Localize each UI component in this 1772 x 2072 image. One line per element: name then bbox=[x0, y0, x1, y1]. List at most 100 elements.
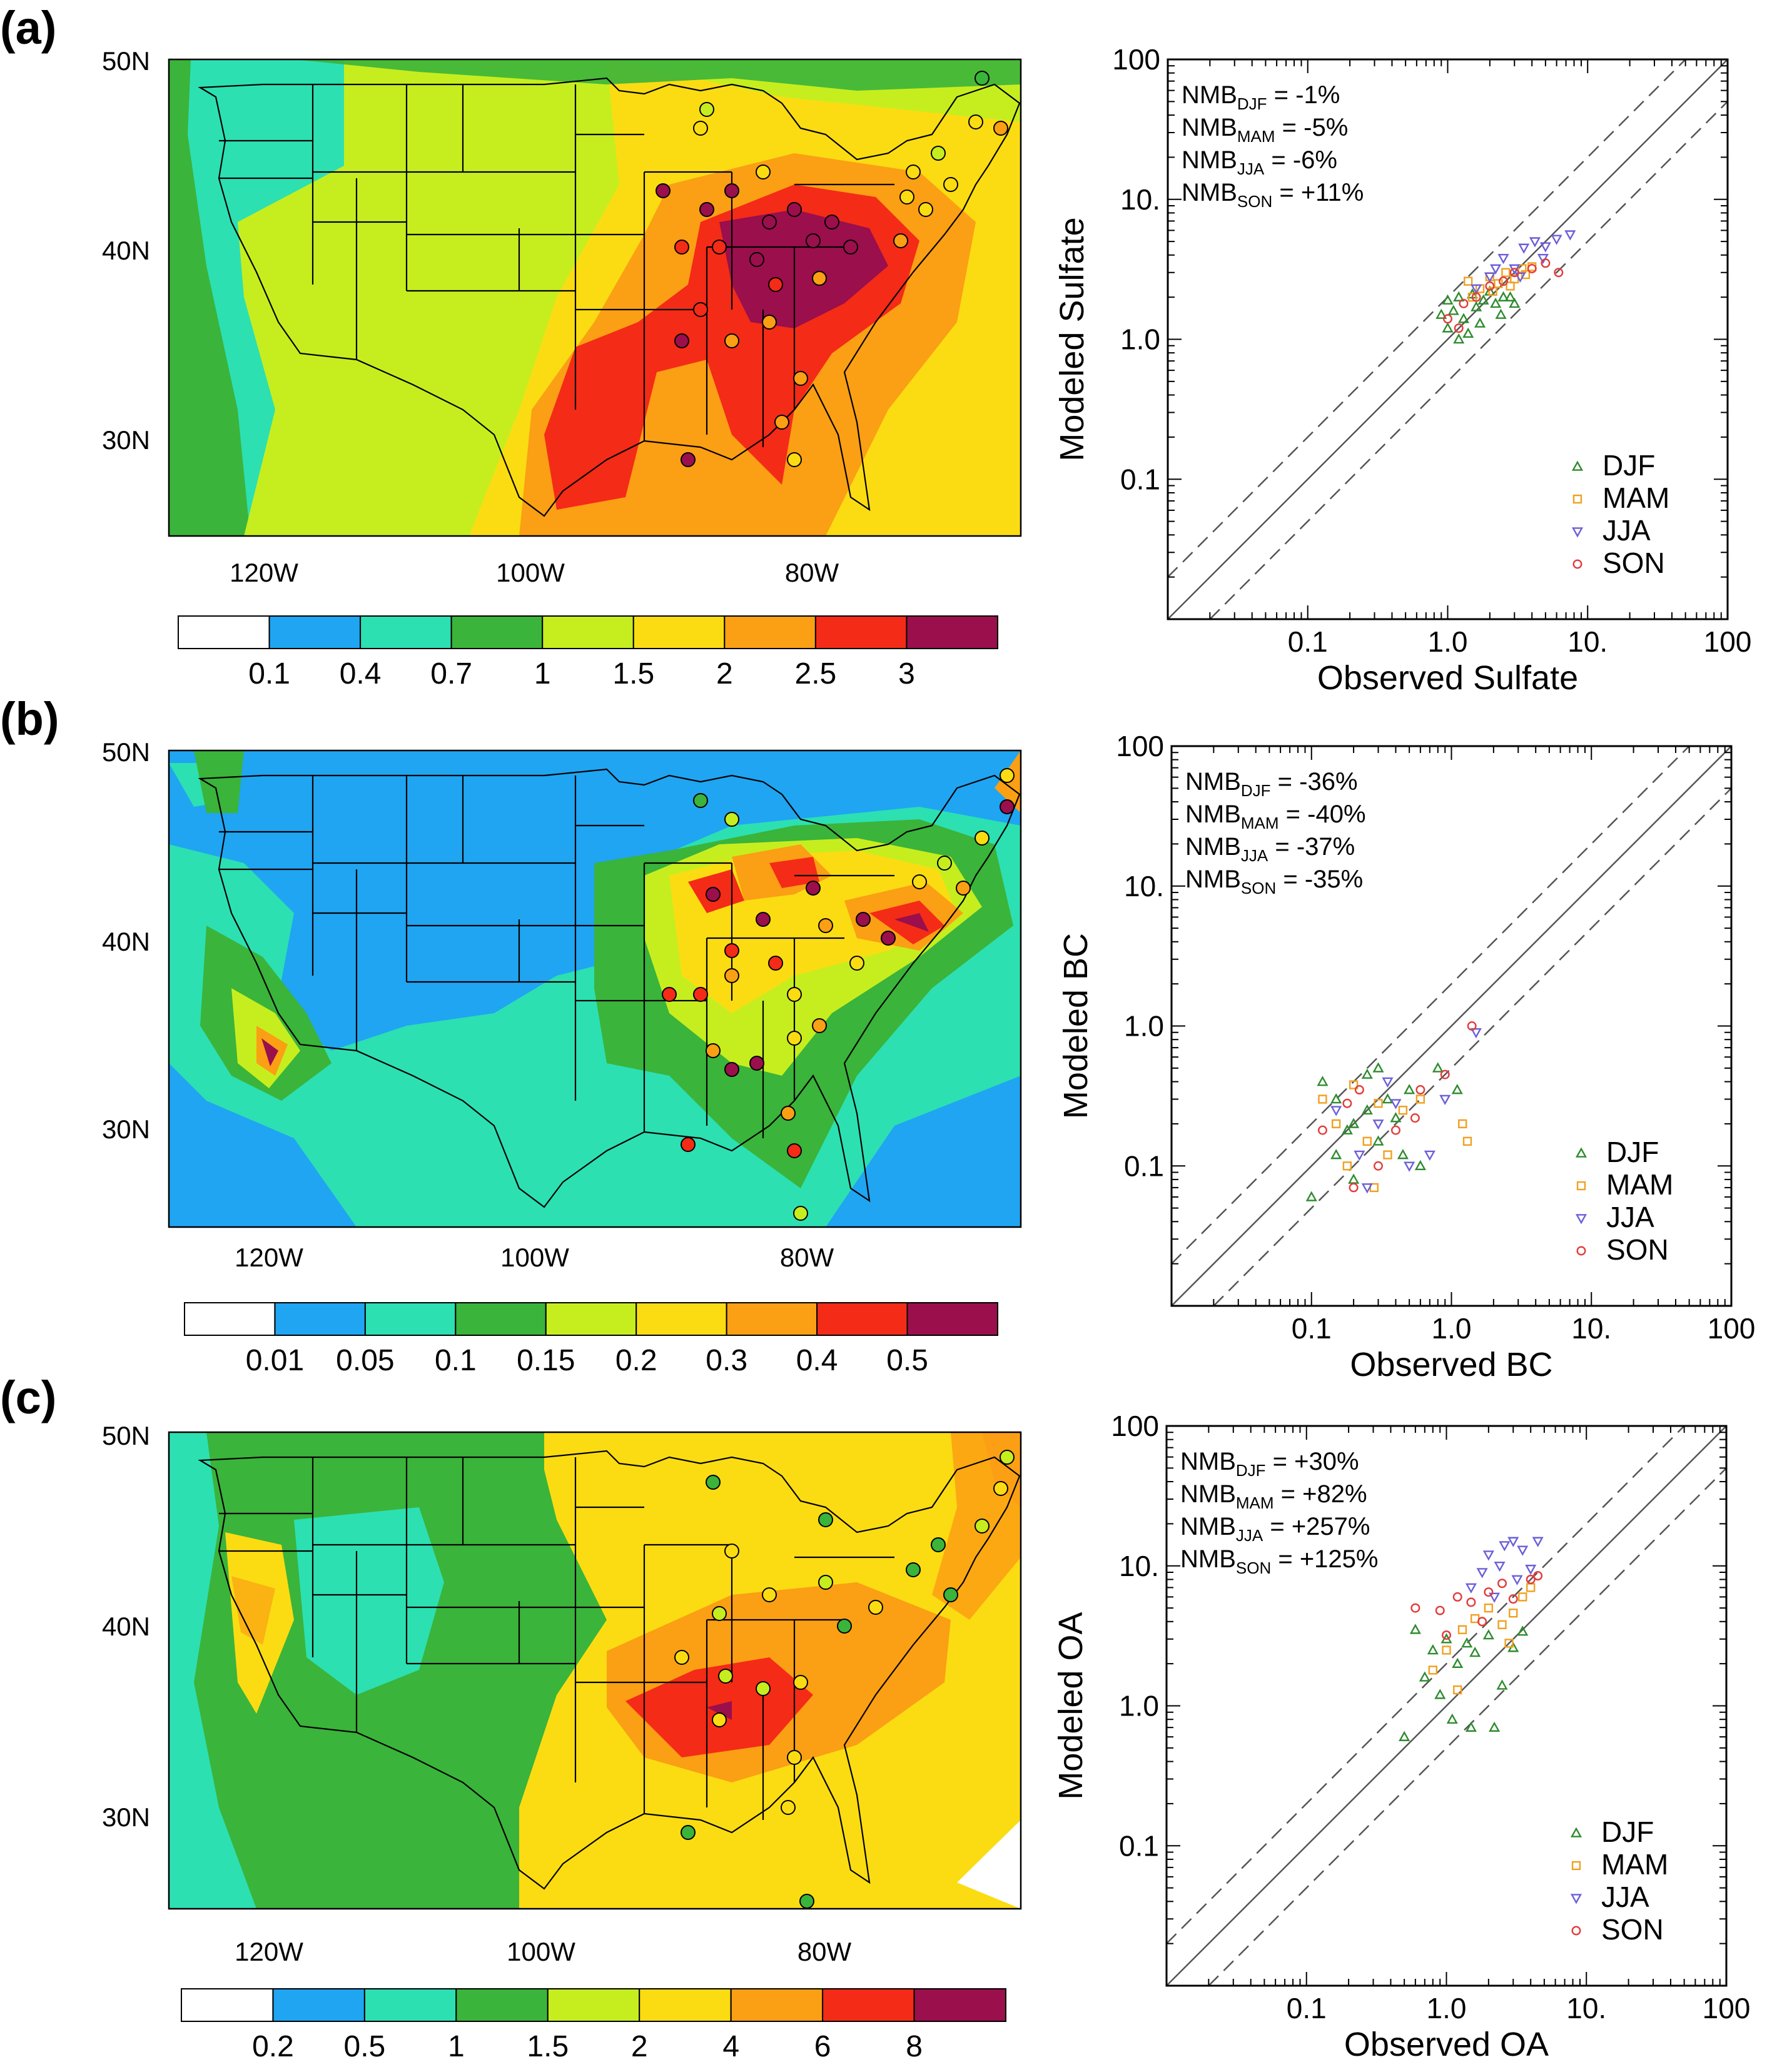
scatter-point bbox=[1554, 268, 1564, 278]
nmb-annotation: NMBSON = +11% bbox=[1182, 179, 1364, 211]
scatter-point bbox=[1499, 276, 1509, 286]
colorbar-swatch bbox=[726, 1302, 818, 1336]
legend-marker bbox=[1576, 1246, 1586, 1256]
scatter-point bbox=[1497, 1620, 1507, 1629]
colorbar-swatch bbox=[360, 615, 452, 649]
x-tick-label: 0.1 bbox=[1292, 1312, 1332, 1345]
scatter-sulfate: 0.1 0.1 1.0 1.0 10. 10. 100 100 Observed Sulfate… bbox=[1053, 43, 1751, 697]
scatter-point bbox=[1372, 1135, 1384, 1146]
scatter-point bbox=[1464, 276, 1473, 286]
colorbar-tick-label: 1.5 bbox=[612, 657, 654, 690]
legend-marker bbox=[1575, 1147, 1587, 1158]
scatter-point bbox=[1484, 272, 1496, 283]
scatter-point bbox=[1361, 1068, 1373, 1079]
colorbar-tick-label: 2.5 bbox=[795, 657, 837, 690]
scatter-point bbox=[1551, 235, 1562, 245]
lat-label: 50N bbox=[102, 46, 150, 76]
scatter-point bbox=[1518, 1592, 1527, 1602]
lon-label: 80W bbox=[785, 558, 839, 587]
colorbar-swatch bbox=[268, 615, 362, 649]
y-tick-label: 0.1 bbox=[1119, 1829, 1159, 1862]
scatter-point bbox=[1506, 281, 1515, 291]
y-tick-label: 100 bbox=[1112, 43, 1160, 76]
colorbar-tick-label: 0.7 bbox=[430, 657, 472, 690]
map-a-sites bbox=[656, 71, 1008, 467]
nmb-annotation: NMBDJF = -1% bbox=[1182, 81, 1340, 113]
scatter-point bbox=[1477, 1617, 1487, 1627]
scatter-point bbox=[1361, 1104, 1373, 1115]
scatter-point bbox=[1415, 1094, 1425, 1104]
colorbar-tick-label: 1.5 bbox=[527, 2030, 569, 2063]
legend-label: JJA bbox=[1606, 1201, 1654, 1233]
scatter-point bbox=[1452, 1592, 1462, 1602]
colorbar-swatch bbox=[455, 1302, 547, 1336]
panel-label-b: (b) bbox=[0, 693, 59, 745]
scatter-point bbox=[1494, 279, 1503, 288]
nmb-annotation: NMBSON = -35% bbox=[1185, 866, 1363, 897]
one-to-two-line bbox=[1209, 101, 1728, 620]
scatter-point bbox=[1504, 291, 1516, 301]
scatter-point bbox=[1305, 1191, 1317, 1201]
scatter-point bbox=[1508, 1594, 1518, 1604]
lon-label: 120W bbox=[230, 558, 298, 587]
legend-marker bbox=[1572, 559, 1582, 569]
map-b-lon-labels: 120W 100W 80W bbox=[235, 1243, 834, 1272]
scatter-point bbox=[1330, 1149, 1342, 1160]
map-b-borders bbox=[198, 768, 1021, 1208]
colorbar-tick-label: 6 bbox=[814, 2030, 831, 2063]
scatter-point bbox=[1435, 308, 1447, 319]
colorbar-tick-label: 0.3 bbox=[706, 1344, 747, 1377]
legend-marker bbox=[1572, 494, 1582, 504]
y-axis-label: Modeled Sulfate bbox=[1053, 217, 1091, 461]
scatter-point bbox=[1509, 1609, 1518, 1618]
scatter-point bbox=[1497, 291, 1509, 301]
y-tick-label: 10. bbox=[1120, 183, 1160, 216]
one-to-one-line bbox=[1171, 745, 1732, 1306]
lat-label: 40N bbox=[102, 927, 150, 956]
legend-label: DJF bbox=[1602, 449, 1655, 482]
scatter-point bbox=[1532, 1537, 1544, 1547]
nmb-annotation: NMBMAM = -40% bbox=[1185, 801, 1366, 832]
scatter-point bbox=[1414, 1160, 1426, 1171]
scatter-point bbox=[1342, 1098, 1352, 1108]
colorbar-tick-label: 0.05 bbox=[336, 1344, 394, 1377]
scatter-bc: 0.1 0.1 1.0 1.0 10. 10. 100 100 Observed BC Model… bbox=[1057, 730, 1755, 1383]
scatter-point bbox=[1390, 1099, 1402, 1109]
scatter-point bbox=[1462, 327, 1474, 338]
colorbar-swatch bbox=[450, 615, 544, 649]
scatter-point bbox=[1409, 1624, 1421, 1634]
y-tick-label: 1.0 bbox=[1124, 1010, 1164, 1043]
scatter-point bbox=[1382, 1093, 1394, 1104]
colorbar-tick-label: 2 bbox=[716, 657, 733, 690]
legend-label: MAM bbox=[1601, 1848, 1668, 1881]
x-tick-label: 1.0 bbox=[1427, 1992, 1467, 2024]
scatter-point bbox=[1471, 292, 1481, 302]
plot-frame bbox=[1167, 58, 1729, 620]
legend-label: DJF bbox=[1601, 1816, 1654, 1848]
nmb-annotation: NMBMAM = +82% bbox=[1180, 1480, 1367, 1512]
colorbar-tick-label: 0.2 bbox=[252, 2030, 294, 2063]
colorbar-c: 0.2 0.5 1 1.5 2 4 6 8 bbox=[181, 1988, 1006, 2063]
colorbar-swatch bbox=[184, 1302, 276, 1336]
lon-label: 120W bbox=[235, 1243, 303, 1272]
scatter-point bbox=[1453, 333, 1465, 344]
scatter-oa: 0.1 0.1 1.0 1.0 10. 10. 100 100 Observed OA Model… bbox=[1052, 1410, 1750, 2063]
lat-label: 30N bbox=[102, 425, 150, 455]
scatter-point bbox=[1477, 294, 1489, 305]
scatter-point bbox=[1539, 242, 1551, 253]
colorbar-tick-label: 1 bbox=[534, 657, 551, 690]
scatter-point bbox=[1526, 1583, 1536, 1592]
lon-label: 100W bbox=[507, 1937, 575, 1966]
scatter-point bbox=[1404, 1161, 1415, 1172]
x-axis-label: Observed BC bbox=[1350, 1346, 1552, 1383]
map-c-borders bbox=[198, 1450, 1021, 1890]
lat-label: 40N bbox=[102, 1612, 150, 1641]
scatter-point bbox=[1330, 1093, 1342, 1104]
scatter-point bbox=[1564, 230, 1576, 241]
scatter-point bbox=[1458, 1119, 1467, 1129]
colorbar-tick-label: 0.15 bbox=[517, 1344, 575, 1377]
legend-label: DJF bbox=[1606, 1136, 1659, 1168]
scatter-point bbox=[1476, 1568, 1488, 1579]
scatter-point bbox=[1541, 258, 1551, 268]
legend-label: SON bbox=[1601, 1913, 1664, 1946]
